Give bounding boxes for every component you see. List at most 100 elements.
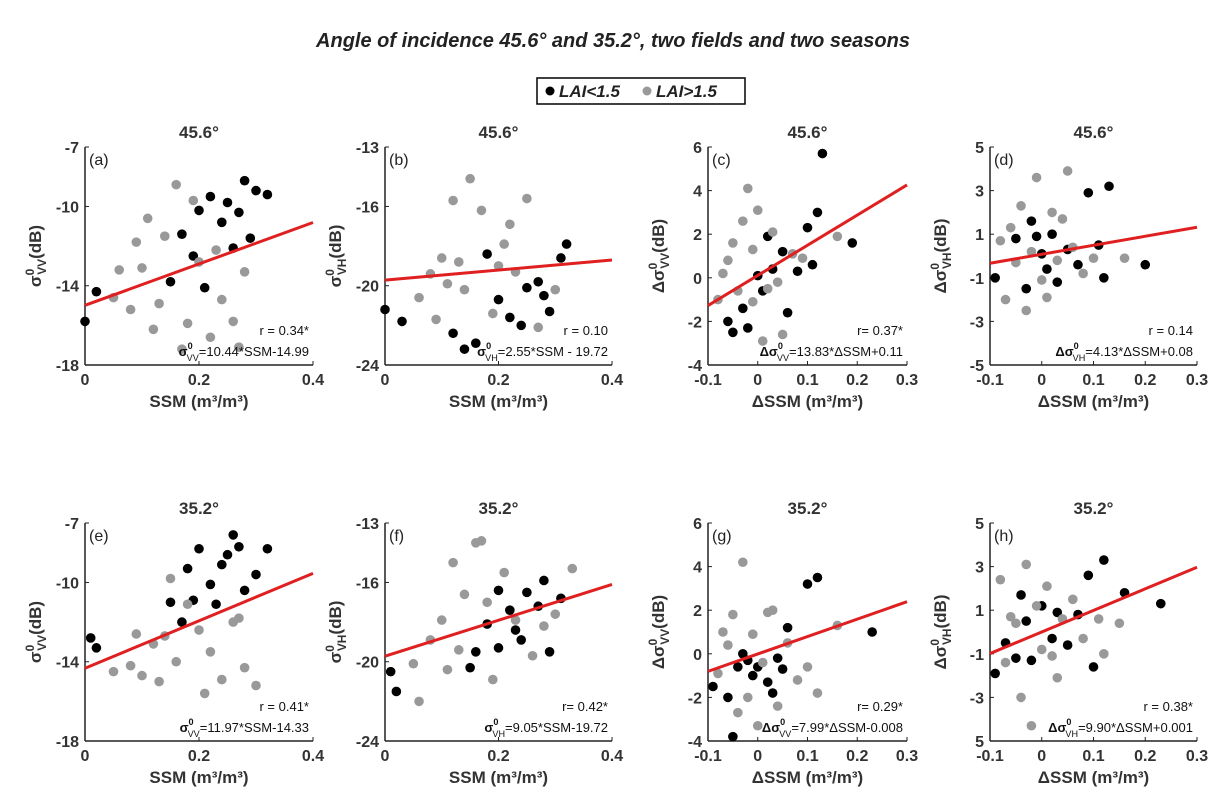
point xyxy=(211,245,221,255)
superscript: 0 xyxy=(928,639,942,646)
point xyxy=(792,675,803,685)
subscript: VH xyxy=(940,628,954,645)
point xyxy=(738,649,748,659)
point xyxy=(137,670,147,681)
subscript: VH xyxy=(940,252,954,269)
point xyxy=(217,674,227,685)
symbol: σ xyxy=(26,651,45,663)
point xyxy=(205,332,216,343)
point xyxy=(391,686,402,697)
point xyxy=(125,660,136,671)
x-tick-label: 0.2 xyxy=(1134,372,1156,389)
point xyxy=(1005,611,1016,622)
x-tick-label: 0.4 xyxy=(302,748,324,765)
point xyxy=(516,635,526,645)
unit: (dB) xyxy=(649,595,668,629)
point xyxy=(1099,273,1109,283)
y-tick-label: 2 xyxy=(693,603,702,620)
x-axis-label: ΔSSM (m³/m³) xyxy=(1038,392,1149,411)
point xyxy=(567,563,578,574)
x-axis-label: SSM (m³/m³) xyxy=(149,392,248,411)
y-tick-label: 1 xyxy=(975,603,984,620)
point xyxy=(165,597,176,608)
point xyxy=(752,205,763,216)
point xyxy=(733,662,743,672)
fit-line xyxy=(707,600,908,673)
x-tick-label: 0.2 xyxy=(487,748,509,765)
y-tick-label: -10 xyxy=(56,199,79,216)
point xyxy=(777,246,788,257)
x-tick-label: 0 xyxy=(81,748,90,765)
point xyxy=(1052,672,1063,683)
y-tick-label: -5 xyxy=(970,358,984,375)
unit: (dB) xyxy=(326,601,345,635)
point xyxy=(718,268,728,279)
x-axis-label: SSM (m³/m³) xyxy=(149,768,248,787)
x-axis-label: ΔSSM (m³/m³) xyxy=(752,392,863,411)
point xyxy=(728,327,738,338)
unit: (dB) xyxy=(26,601,45,635)
point xyxy=(757,336,768,346)
point xyxy=(1047,207,1057,218)
point xyxy=(505,219,515,230)
legend-marker xyxy=(545,86,555,96)
point xyxy=(995,235,1006,246)
x-tick-label: -0.1 xyxy=(694,748,722,765)
point xyxy=(108,666,119,677)
subscript: VH xyxy=(485,353,498,363)
y-tick-label: -20 xyxy=(356,279,379,296)
point xyxy=(777,329,788,340)
point xyxy=(1047,229,1057,239)
point xyxy=(539,621,549,631)
x-axis-label: SSM (m³/m³) xyxy=(449,768,548,787)
point xyxy=(448,195,458,206)
y-tick-label: 3 xyxy=(975,184,984,201)
symbol: σ xyxy=(477,344,486,359)
subscript: VH xyxy=(1065,729,1078,739)
point xyxy=(154,298,164,309)
point xyxy=(205,191,216,202)
subscript: VV xyxy=(35,259,49,275)
x-tick-label: 0.1 xyxy=(1082,372,1104,389)
point xyxy=(1068,594,1078,605)
point xyxy=(1021,559,1032,570)
r-annotation: r= 0.42* xyxy=(562,699,608,714)
panel-title: 35.2° xyxy=(788,499,828,518)
panel-title: 35.2° xyxy=(179,499,219,518)
point xyxy=(1011,233,1021,244)
x-tick-label: 0.2 xyxy=(188,372,210,389)
rhs: =9.05*SSM-19.72 xyxy=(505,720,608,735)
x-axis-label: ΔSSM (m³/m³) xyxy=(1038,768,1149,787)
x-tick-label: 0 xyxy=(381,748,390,765)
y-tick-label: 6 xyxy=(693,516,702,533)
point xyxy=(539,290,549,301)
point xyxy=(772,701,783,711)
y-tick-label: -1 xyxy=(970,271,984,288)
x-tick-label: 0.4 xyxy=(302,372,324,389)
point xyxy=(1021,305,1032,316)
panel-label: (e) xyxy=(89,528,109,545)
x-tick-label: -0.1 xyxy=(694,372,722,389)
point xyxy=(414,292,424,303)
point xyxy=(1011,618,1021,629)
point xyxy=(182,318,193,329)
point xyxy=(556,253,566,263)
point xyxy=(222,197,233,208)
y-tick-label: -16 xyxy=(356,575,379,592)
point xyxy=(767,688,778,698)
point xyxy=(217,294,227,305)
point xyxy=(743,323,753,333)
x-tick-label: 0.3 xyxy=(1186,748,1208,765)
point xyxy=(817,148,828,159)
symbol: σ xyxy=(484,720,493,735)
symbol: Δσ xyxy=(931,269,950,293)
y-axis-label: Δσ0VV(dB) xyxy=(646,595,672,669)
y-axis-label: Δσ0VH(dB) xyxy=(928,595,954,670)
point xyxy=(408,658,419,669)
point xyxy=(1119,253,1130,263)
point xyxy=(723,255,733,266)
point xyxy=(544,647,555,657)
y-tick-label: 1 xyxy=(975,227,984,244)
point xyxy=(782,307,793,318)
